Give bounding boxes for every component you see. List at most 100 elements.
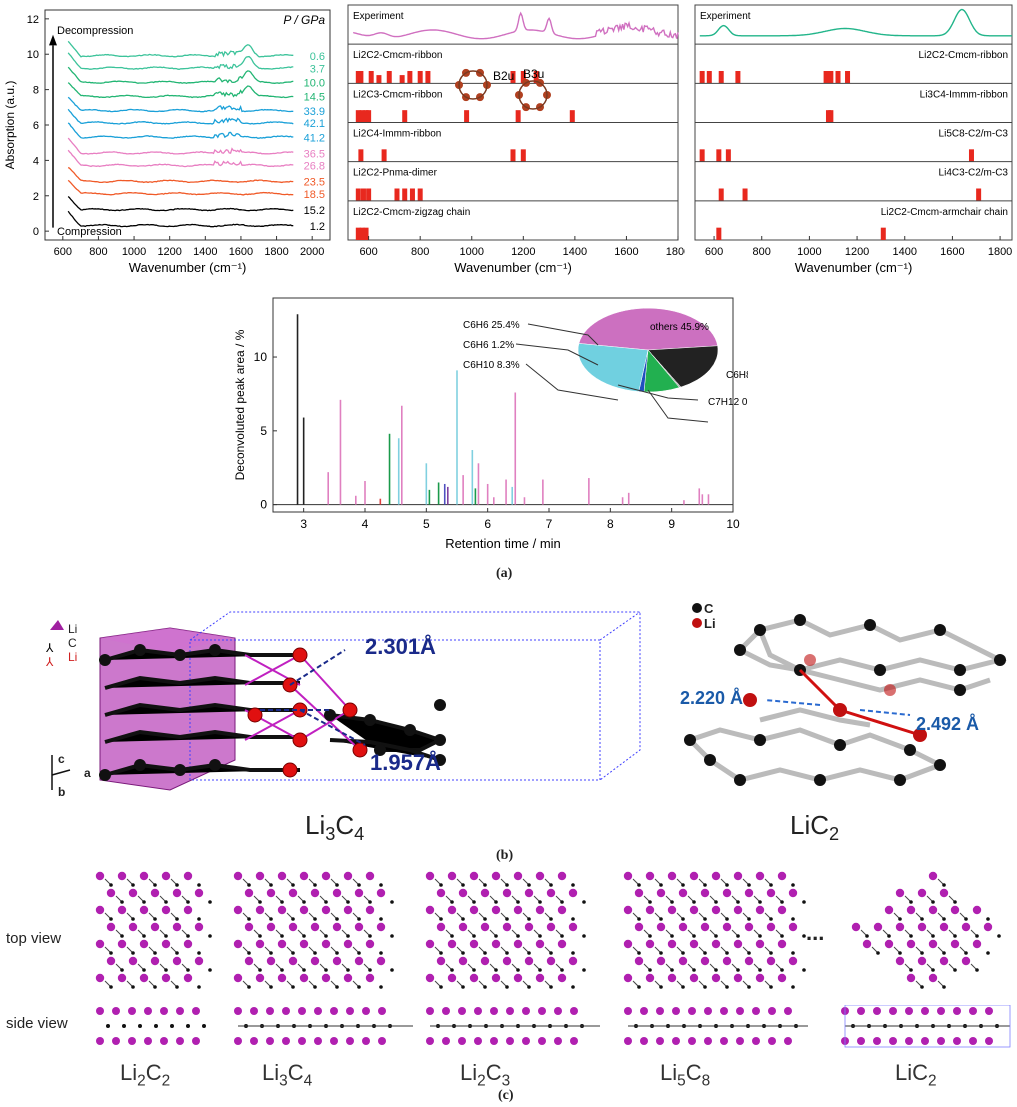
li-atom bbox=[277, 939, 287, 949]
c-atom bbox=[131, 951, 135, 955]
li-atom bbox=[928, 939, 938, 949]
li-atom bbox=[905, 1037, 913, 1045]
li-atom bbox=[788, 888, 798, 898]
y-tick-label: 0 bbox=[260, 498, 267, 512]
peak-bar bbox=[880, 227, 886, 240]
c-atom bbox=[109, 917, 113, 921]
c-atom bbox=[109, 951, 113, 955]
legend-title: P / GPa bbox=[283, 13, 325, 27]
x-tick-label: 1000 bbox=[460, 246, 484, 258]
peak-bar bbox=[355, 227, 361, 240]
li-atom bbox=[139, 939, 149, 949]
c-atom bbox=[931, 900, 935, 904]
li-atom bbox=[720, 1037, 728, 1045]
c-atom bbox=[637, 951, 641, 955]
formula-li2c3: Li2C3 bbox=[460, 1060, 511, 1090]
c-atom bbox=[527, 917, 531, 921]
top-view-lattice-3 bbox=[623, 871, 806, 989]
y-tick-label: 6 bbox=[33, 120, 39, 132]
lattice-top-views bbox=[95, 871, 1001, 989]
li-atom bbox=[777, 905, 787, 915]
li-atom bbox=[255, 973, 265, 983]
li-atom bbox=[736, 1037, 744, 1045]
li3c4-name: Li3C4 bbox=[305, 810, 365, 845]
li-atom bbox=[895, 922, 905, 932]
li-atom bbox=[513, 905, 523, 915]
peak-bar bbox=[699, 149, 705, 162]
c-atom bbox=[986, 951, 990, 955]
c-atom bbox=[379, 985, 383, 989]
li-atom bbox=[474, 1007, 482, 1015]
li-atom bbox=[277, 973, 287, 983]
li-atom bbox=[895, 956, 905, 966]
li-atom bbox=[447, 871, 457, 881]
c-atom bbox=[758, 968, 762, 972]
li-atom bbox=[139, 973, 149, 983]
li-atom bbox=[490, 1037, 498, 1045]
x-tick-label: 800 bbox=[411, 246, 429, 258]
li-atom bbox=[961, 956, 971, 966]
series-label: 41.2 bbox=[304, 132, 325, 144]
c-atom bbox=[986, 917, 990, 921]
li-atom bbox=[266, 1037, 274, 1045]
c-atom bbox=[898, 917, 902, 921]
c-atom bbox=[197, 985, 201, 989]
side-view-label: side view bbox=[6, 1015, 68, 1032]
c-atom bbox=[291, 951, 295, 955]
x-tick-label: 7 bbox=[546, 517, 553, 531]
li-atom bbox=[722, 888, 732, 898]
li-atom bbox=[768, 1037, 776, 1045]
li-atom bbox=[192, 1007, 200, 1015]
li-atom bbox=[288, 956, 298, 966]
axis-a-label: a bbox=[84, 766, 91, 780]
li-atom bbox=[346, 1037, 354, 1045]
li-atom bbox=[568, 956, 578, 966]
leader-line bbox=[525, 363, 619, 401]
peak-bar bbox=[835, 70, 841, 84]
li-atom bbox=[365, 973, 375, 983]
li-atom bbox=[176, 1037, 184, 1045]
li-atom bbox=[645, 905, 655, 915]
c-atom bbox=[582, 968, 586, 972]
series-line-0.6 bbox=[67, 40, 294, 58]
series-line-36.5 bbox=[67, 137, 294, 155]
li-atom bbox=[917, 888, 927, 898]
peak-bar bbox=[510, 70, 516, 84]
li-atom bbox=[522, 1037, 530, 1045]
li-atom bbox=[298, 1007, 306, 1015]
x-tick-label: 8 bbox=[607, 517, 614, 531]
li-atom bbox=[535, 973, 545, 983]
li-atom bbox=[376, 956, 386, 966]
formula-li3c4: Li3C4 bbox=[262, 1060, 313, 1090]
li-atom bbox=[895, 888, 905, 898]
li-atom bbox=[491, 973, 501, 983]
li-atom bbox=[354, 956, 364, 966]
li-atom bbox=[299, 973, 309, 983]
c-atom bbox=[637, 985, 641, 989]
x-tick-label: 2000 bbox=[300, 246, 324, 258]
x-tick-label: 1200 bbox=[845, 246, 869, 258]
li-atom bbox=[95, 939, 105, 949]
c-atom bbox=[975, 934, 979, 938]
c-atom bbox=[538, 934, 542, 938]
li-atom bbox=[634, 922, 644, 932]
li-atom bbox=[906, 973, 916, 983]
c-atom bbox=[571, 985, 575, 989]
li-atom bbox=[939, 922, 949, 932]
li-atom bbox=[937, 1037, 945, 1045]
li-atom bbox=[425, 905, 435, 915]
x-tick-label: 800 bbox=[89, 246, 107, 258]
li-atom bbox=[458, 922, 468, 932]
li-atom bbox=[447, 973, 457, 983]
x-axis-label: Retention time / min bbox=[445, 536, 561, 551]
li-atom bbox=[502, 888, 512, 898]
li-atom bbox=[506, 1037, 514, 1045]
li-atom bbox=[768, 1007, 776, 1015]
li-atom bbox=[711, 973, 721, 983]
li-atom bbox=[144, 1007, 152, 1015]
series-label: 3.7 bbox=[310, 63, 325, 75]
c-atom bbox=[450, 934, 454, 938]
series-label: 23.5 bbox=[304, 177, 325, 189]
li-atom bbox=[688, 1007, 696, 1015]
x-tick-label: 1800 bbox=[264, 246, 288, 258]
